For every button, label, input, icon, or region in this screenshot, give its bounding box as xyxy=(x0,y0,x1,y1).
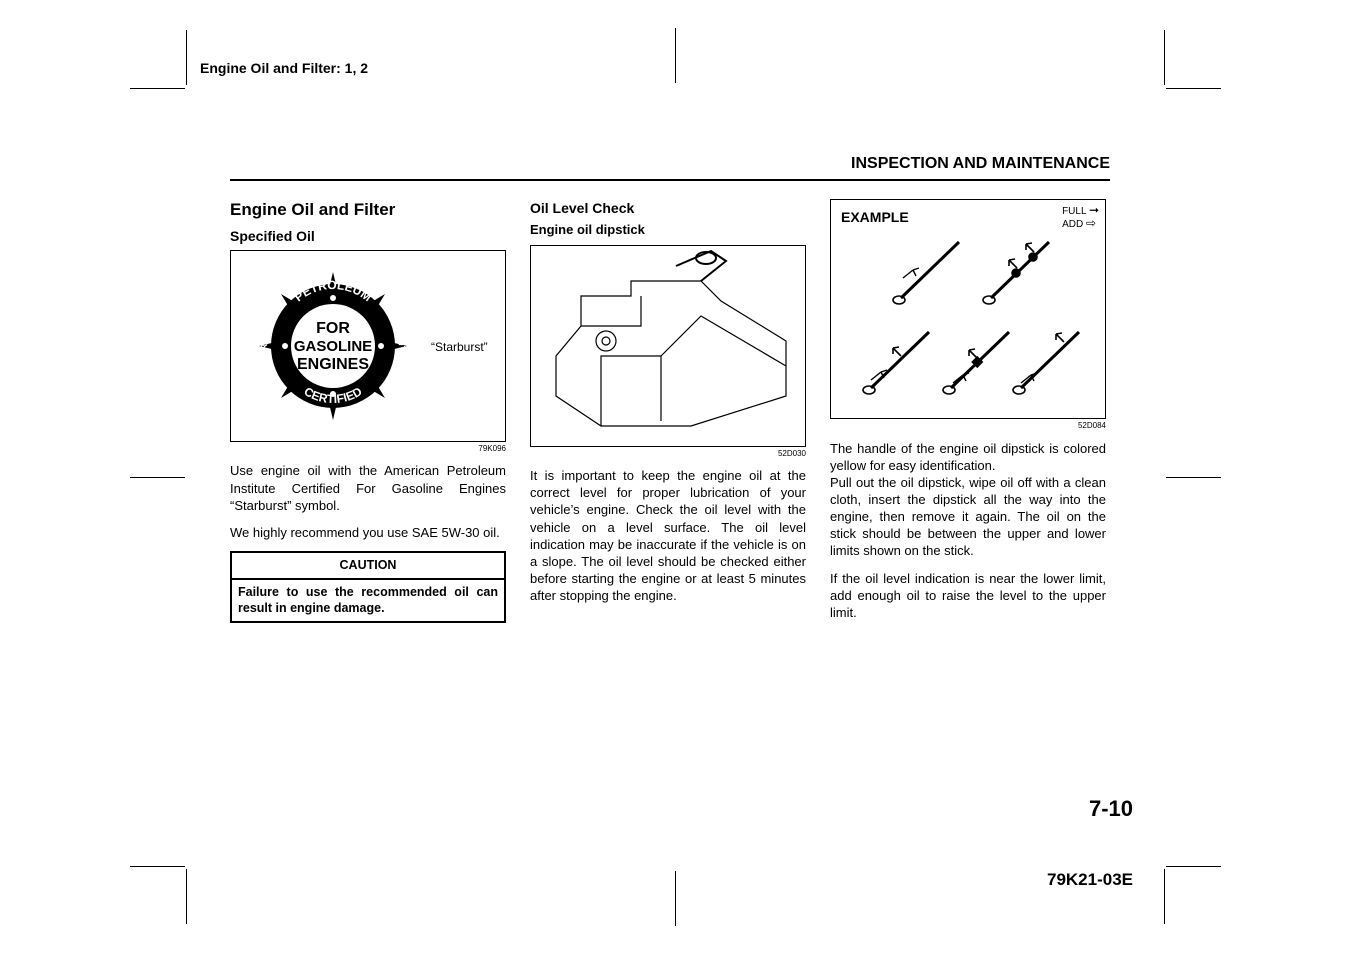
heading-specified-oil: Specified Oil xyxy=(230,227,506,245)
para-handle-yellow: The handle of the engine oil dipstick is… xyxy=(830,440,1106,474)
para-important-keep-oil: It is important to keep the engine oil a… xyxy=(530,467,806,604)
example-label: EXAMPLE xyxy=(841,208,909,226)
running-head: Engine Oil and Filter: 1, 2 xyxy=(200,60,368,76)
full-add-label: FULL ➞ ADD ⇨ xyxy=(1062,204,1099,230)
svg-text:ENGINES: ENGINES xyxy=(297,356,369,373)
figure-code-3: 52D084 xyxy=(830,421,1106,432)
figure-starburst-seal: PETROLEUM CERTIFIED AMERICAN INSTITUTE F… xyxy=(230,250,506,442)
heading-engine-oil-dipstick: Engine oil dipstick xyxy=(530,221,806,238)
heading-oil-level-check: Oil Level Check xyxy=(530,199,806,217)
section-title: INSPECTION AND MAINTENANCE xyxy=(230,155,1110,179)
caution-heading: CAUTION xyxy=(231,552,505,579)
para-if-low-add-oil: If the oil level indication is near the … xyxy=(830,570,1106,621)
caution-body: Failure to use the recommended oil can r… xyxy=(231,579,505,622)
page-number: 7-10 xyxy=(1089,796,1133,822)
figure-code-2: 52D030 xyxy=(530,449,806,460)
svg-text:FOR: FOR xyxy=(316,320,350,337)
column-1: Engine Oil and Filter Specified Oil xyxy=(230,199,506,631)
para-recommend-5w30: We highly recommend you use SAE 5W-30 oi… xyxy=(230,524,506,541)
figure-code-1: 79K096 xyxy=(230,444,506,455)
svg-text:“Starburst”: “Starburst” xyxy=(431,340,488,354)
para-pull-out-dipstick: Pull out the oil dipstick, wipe oil off … xyxy=(830,474,1106,560)
caution-box: CAUTION Failure to use the recommended o… xyxy=(230,551,506,623)
heading-engine-oil-and-filter: Engine Oil and Filter xyxy=(230,199,506,221)
part-number: 79K21-03E xyxy=(1047,870,1133,890)
column-3: EXAMPLE FULL ➞ ADD ⇨ xyxy=(830,199,1106,631)
svg-text:GASOLINE: GASOLINE xyxy=(294,338,372,355)
para-use-engine-oil: Use engine oil with the American Petrole… xyxy=(230,462,506,513)
figure-dipstick-example: EXAMPLE FULL ➞ ADD ⇨ xyxy=(830,199,1106,419)
section-rule xyxy=(230,179,1110,181)
column-2: Oil Level Check Engine oil dipstick xyxy=(530,199,806,631)
figure-dipstick-location xyxy=(530,245,806,447)
